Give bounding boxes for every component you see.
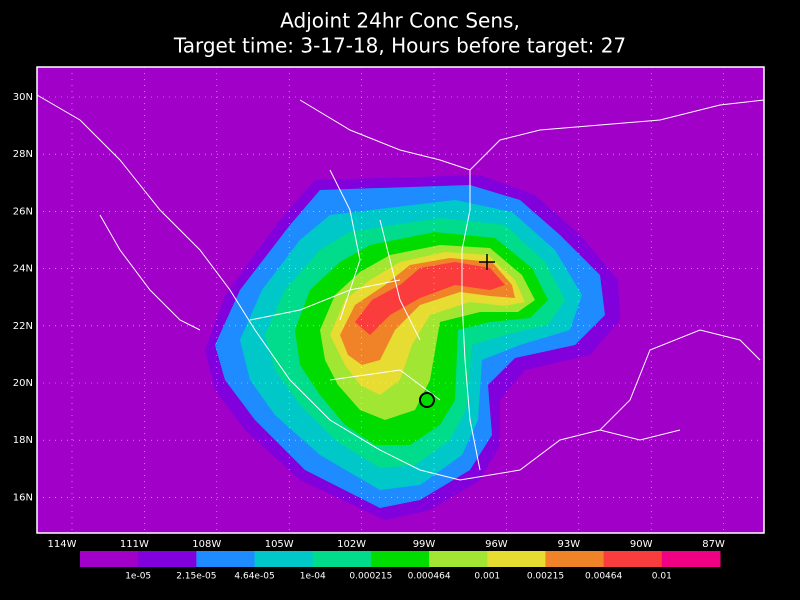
colorbar-label: 0.001 xyxy=(474,572,500,582)
source-marker xyxy=(419,392,435,408)
lon-label: 96W xyxy=(485,539,508,550)
colorbar-swatch xyxy=(254,551,314,567)
lon-label: 102W xyxy=(337,539,366,550)
map-panel xyxy=(36,66,765,534)
colorbar-label: 2.15e-05 xyxy=(176,572,216,582)
title-line-2: Target time: 3-17-18, Hours before targe… xyxy=(173,34,626,58)
colorbar-swatch xyxy=(138,551,197,567)
colorbar-swatch xyxy=(545,551,605,567)
border xyxy=(249,99,471,401)
lat-label: 18N xyxy=(13,435,33,446)
colorbar-label: 1e-04 xyxy=(300,572,326,582)
lat-label: 20N xyxy=(13,378,33,389)
colorbar-swatch xyxy=(196,551,256,567)
lat-label: 28N xyxy=(13,149,33,160)
colorbar-swatch xyxy=(80,551,139,567)
lon-label: 114W xyxy=(48,539,77,550)
lon-label: 108W xyxy=(192,539,221,550)
lat-label: 26N xyxy=(13,206,33,217)
colorbar-label: 0.000464 xyxy=(408,572,451,582)
colorbar-swatch xyxy=(429,551,488,567)
colorbar-swatch xyxy=(312,551,372,567)
coastline xyxy=(99,214,761,431)
lon-label: 87W xyxy=(702,539,725,550)
colorbar-swatch xyxy=(603,551,663,567)
coastline xyxy=(36,94,681,481)
colorbar-label: 4.64e-05 xyxy=(234,572,274,582)
contour-fill xyxy=(355,262,505,335)
lon-label: 99W xyxy=(413,539,436,550)
lat-label: 30N xyxy=(13,92,33,103)
lat-label: 24N xyxy=(13,264,33,275)
lon-label: 93W xyxy=(557,539,580,550)
map-frame xyxy=(36,66,765,534)
colorbar-label: 0.00215 xyxy=(527,572,564,582)
lat-label: 22N xyxy=(13,321,33,332)
colorbar-swatch xyxy=(661,551,721,567)
colorbar-label: 1e-05 xyxy=(125,572,151,582)
title-line-1: Adjoint 24hr Conc Sens, xyxy=(280,9,520,33)
lat-label: 16N xyxy=(13,492,33,503)
lon-label: 105W xyxy=(265,539,294,550)
colorbar-swatch xyxy=(487,551,546,567)
colorbar-label: 0.01 xyxy=(652,572,672,582)
colorbar-swatch xyxy=(370,551,430,567)
target-marker xyxy=(479,254,495,270)
colorbar-label: 0.000215 xyxy=(349,572,392,582)
colorbar-label: 0.00464 xyxy=(585,572,622,582)
lon-label: 111W xyxy=(120,539,149,550)
lon-label: 90W xyxy=(630,539,653,550)
